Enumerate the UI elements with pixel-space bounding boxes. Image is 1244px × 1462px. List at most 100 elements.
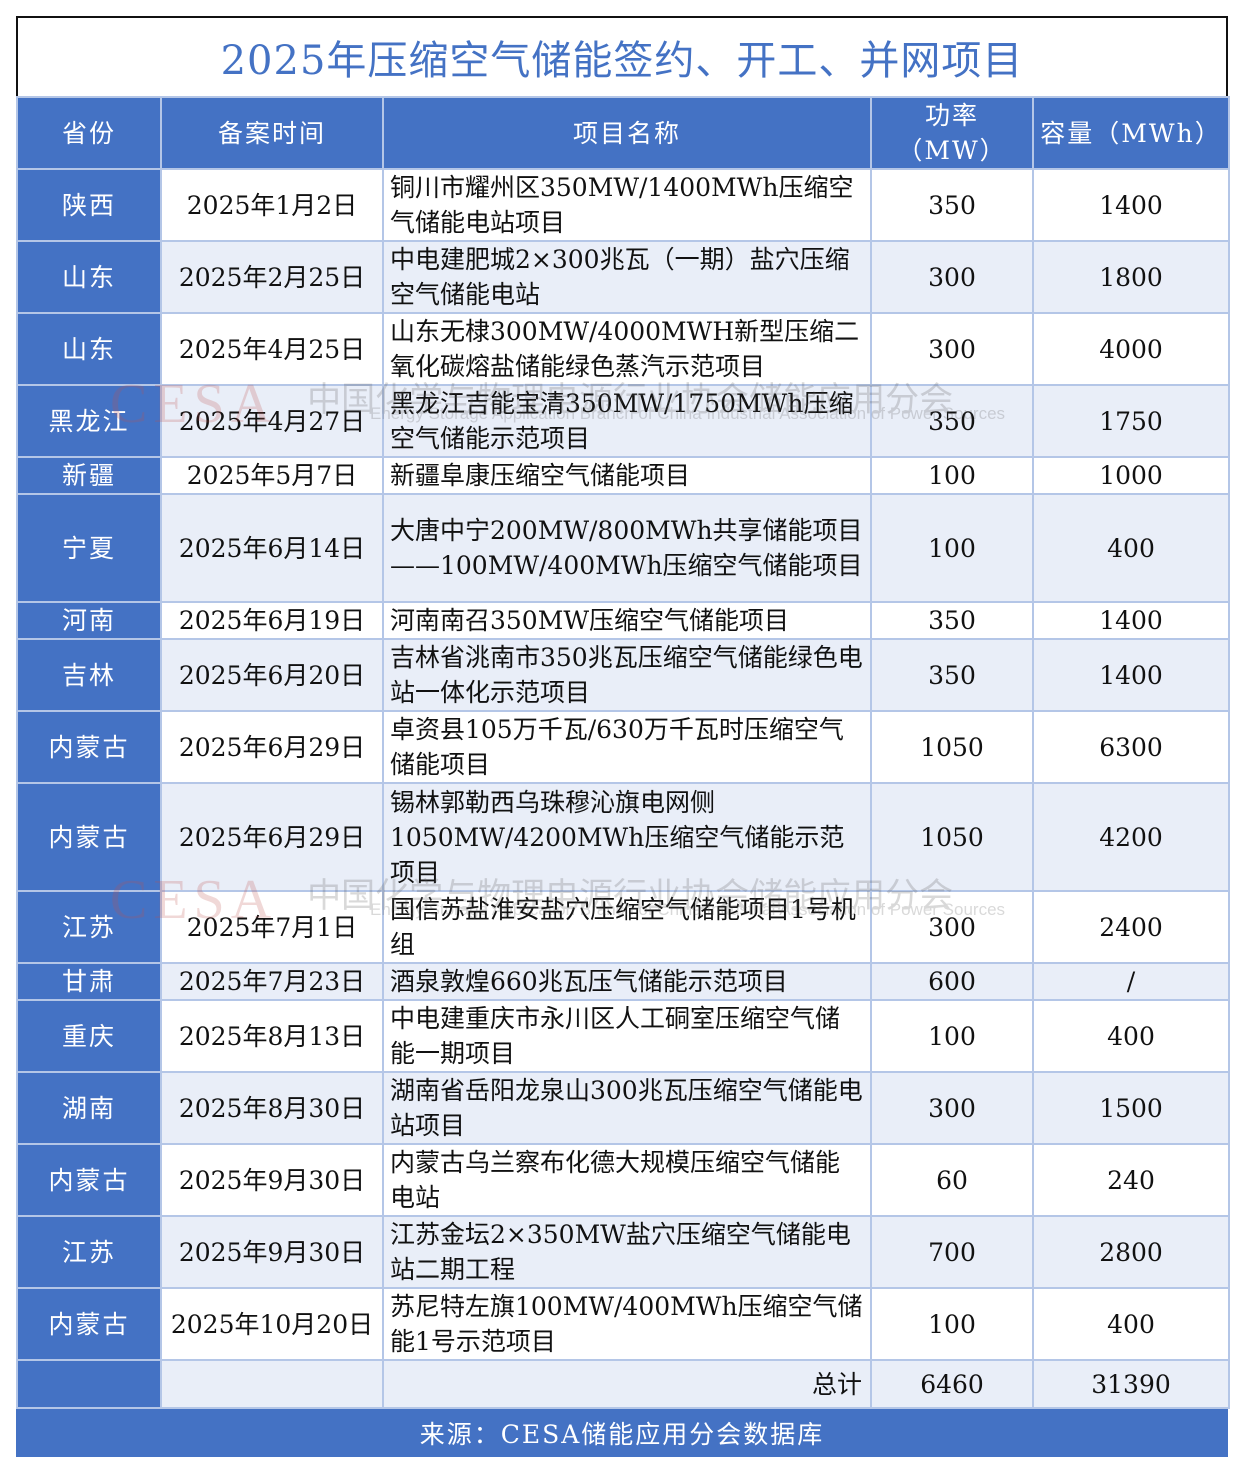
cell-capacity: 1000 xyxy=(1032,456,1230,495)
table-row: 江苏 2025年9月30日 江苏金坛2×350MW盐穴压缩空气储能电站二期工程 700… xyxy=(16,1215,1230,1289)
cell-project-name: 大唐中宁200MW/800MWh共享储能项目——100MW/400MWh压缩空气… xyxy=(382,493,872,603)
header-project-name: 项目名称 xyxy=(382,96,872,170)
cell-date: 2025年10月20日 xyxy=(160,1287,384,1361)
cell-power: 1050 xyxy=(870,710,1034,784)
cell-project-name: 吉林省洮南市350兆瓦压缩空气储能绿色电站一体化示范项目 xyxy=(382,638,872,712)
table-row: 内蒙古 2025年9月30日 内蒙古乌兰察布化德大规模压缩空气储能电站 60 240 xyxy=(16,1143,1230,1217)
cell-power: 100 xyxy=(870,999,1034,1073)
total-capacity: 31390 xyxy=(1032,1359,1230,1409)
cell-date: 2025年8月30日 xyxy=(160,1071,384,1145)
cell-capacity: 400 xyxy=(1032,1287,1230,1361)
cell-power: 300 xyxy=(870,890,1034,964)
cell-project-name: 新疆阜康压缩空气储能项目 xyxy=(382,456,872,495)
table-row: 新疆 2025年5月7日 新疆阜康压缩空气储能项目 100 1000 xyxy=(16,456,1230,495)
cell-capacity: 4200 xyxy=(1032,782,1230,892)
cell-province: 重庆 xyxy=(16,999,162,1073)
source-footer: 来源：CESA储能应用分会数据库 xyxy=(16,1409,1228,1457)
total-label: 总计 xyxy=(382,1359,872,1409)
table-row: 黑龙江 2025年4月27日 黑龙江吉能宝清350MW/1750MWh压缩空气储能示… xyxy=(16,384,1230,458)
cell-project-name: 中电建重庆市永川区人工硐室压缩空气储能一期项目 xyxy=(382,999,872,1073)
cell-power: 700 xyxy=(870,1215,1034,1289)
cell-project-name: 国信苏盐淮安盐穴压缩空气储能项目1号机组 xyxy=(382,890,872,964)
cell-date: 2025年9月30日 xyxy=(160,1215,384,1289)
table-row: 宁夏 2025年6月14日 大唐中宁200MW/800MWh共享储能项目——100M… xyxy=(16,493,1230,603)
table-row: 山东 2025年2月25日 中电建肥城2×300兆瓦（一期）盐穴压缩空气储能电站 30… xyxy=(16,240,1230,314)
cell-power: 100 xyxy=(870,456,1034,495)
cell-date: 2025年7月1日 xyxy=(160,890,384,964)
header-capacity: 容量（MWh） xyxy=(1032,96,1230,170)
cell-province: 山东 xyxy=(16,312,162,386)
cell-power: 300 xyxy=(870,312,1034,386)
cell-capacity: 240 xyxy=(1032,1143,1230,1217)
cell-project-name: 黑龙江吉能宝清350MW/1750MWh压缩空气储能示范项目 xyxy=(382,384,872,458)
cell-power: 350 xyxy=(870,638,1034,712)
cell-power: 350 xyxy=(870,168,1034,242)
cell-power: 300 xyxy=(870,240,1034,314)
cell-project-name: 铜川市耀州区350MW/1400MWh压缩空气储能电站项目 xyxy=(382,168,872,242)
cell-province: 内蒙古 xyxy=(16,782,162,892)
cell-capacity: 400 xyxy=(1032,493,1230,603)
cell-power: 100 xyxy=(870,493,1034,603)
cell-capacity: 1750 xyxy=(1032,384,1230,458)
cell-province: 河南 xyxy=(16,601,162,640)
table-row: 山东 2025年4月25日 山东无棣300MW/4000MWH新型压缩二氧化碳熔盐储… xyxy=(16,312,1230,386)
projects-table: 省份 备案时间 项目名称 功率（MW） 容量（MWh） 陕西 2025年1月2日铜… xyxy=(16,96,1230,1409)
table-row: 甘肃 2025年7月23日 酒泉敦煌660兆瓦压气储能示范项目 600/ xyxy=(16,962,1230,1001)
cell-project-name: 湖南省岳阳龙泉山300兆瓦压缩空气储能电站项目 xyxy=(382,1071,872,1145)
total-power: 6460 xyxy=(870,1359,1034,1409)
table-row: 湖南 2025年8月30日 湖南省岳阳龙泉山300兆瓦压缩空气储能电站项目 300 15… xyxy=(16,1071,1230,1145)
cell-capacity: 1400 xyxy=(1032,168,1230,242)
cell-project-name: 内蒙古乌兰察布化德大规模压缩空气储能电站 xyxy=(382,1143,872,1217)
cell-date: 2025年6月29日 xyxy=(160,782,384,892)
cell-power: 350 xyxy=(870,601,1034,640)
cell-date: 2025年4月25日 xyxy=(160,312,384,386)
cell-project-name: 中电建肥城2×300兆瓦（一期）盐穴压缩空气储能电站 xyxy=(382,240,872,314)
cell-date: 2025年5月7日 xyxy=(160,456,384,495)
cell-capacity: 1400 xyxy=(1032,638,1230,712)
cell-province: 江苏 xyxy=(16,890,162,964)
cell-province: 新疆 xyxy=(16,456,162,495)
cell-province: 湖南 xyxy=(16,1071,162,1145)
table-row: 内蒙古 2025年10月20日 苏尼特左旗100MW/400MWh压缩空气储能1号示… xyxy=(16,1287,1230,1361)
table-row: 陕西 2025年1月2日 铜川市耀州区350MW/1400MWh压缩空气储能电站项目… xyxy=(16,168,1230,242)
cell-province: 内蒙古 xyxy=(16,1143,162,1217)
cell-date: 2025年6月14日 xyxy=(160,493,384,603)
cell-project-name: 卓资县105万千瓦/630万千瓦时压缩空气储能项目 xyxy=(382,710,872,784)
cell-province: 山东 xyxy=(16,240,162,314)
cell-power: 60 xyxy=(870,1143,1034,1217)
cell-capacity: 1400 xyxy=(1032,601,1230,640)
cell-power: 350 xyxy=(870,384,1034,458)
cell-province: 内蒙古 xyxy=(16,710,162,784)
cell-date: 2025年2月25日 xyxy=(160,240,384,314)
header-row: 省份 备案时间 项目名称 功率（MW） 容量（MWh） xyxy=(16,96,1230,170)
cell-province: 吉林 xyxy=(16,638,162,712)
table-row: 内蒙古 2025年6月29日 锡林郭勒西乌珠穆沁旗电网侧1050MW/4200MWh… xyxy=(16,782,1230,892)
cell-power: 1050 xyxy=(870,782,1034,892)
cell-capacity: 2400 xyxy=(1032,890,1230,964)
cell-empty xyxy=(160,1359,384,1409)
header-province: 省份 xyxy=(16,96,162,170)
cell-date: 2025年6月29日 xyxy=(160,710,384,784)
cell-power: 300 xyxy=(870,1071,1034,1145)
cell-province: 陕西 xyxy=(16,168,162,242)
cell-date: 2025年8月13日 xyxy=(160,999,384,1073)
table-row: 吉林 2025年6月20日 吉林省洮南市350兆瓦压缩空气储能绿色电站一体化示范项目… xyxy=(16,638,1230,712)
cell-date: 2025年9月30日 xyxy=(160,1143,384,1217)
cell-project-name: 苏尼特左旗100MW/400MWh压缩空气储能1号示范项目 xyxy=(382,1287,872,1361)
cell-capacity: 1500 xyxy=(1032,1071,1230,1145)
cell-project-name: 锡林郭勒西乌珠穆沁旗电网侧1050MW/4200MWh压缩空气储能示范项目 xyxy=(382,782,872,892)
cell-power: 100 xyxy=(870,1287,1034,1361)
cell-date: 2025年4月27日 xyxy=(160,384,384,458)
table-row: 河南 2025年6月19日 河南南召350MW压缩空气储能项目 350 1400 xyxy=(16,601,1230,640)
cell-capacity: 400 xyxy=(1032,999,1230,1073)
table-container: 2025年压缩空气储能签约、开工、并网项目 省份 备案时间 项目名称 功率（MW… xyxy=(16,16,1230,1457)
cell-capacity: 1800 xyxy=(1032,240,1230,314)
total-row: 总计 6460 31390 xyxy=(16,1359,1230,1409)
cell-capacity: 2800 xyxy=(1032,1215,1230,1289)
cell-power: 600 xyxy=(870,962,1034,1001)
cell-date: 2025年7月23日 xyxy=(160,962,384,1001)
table-row: 内蒙古 2025年6月29日 卓资县105万千瓦/630万千瓦时压缩空气储能项目 10… xyxy=(16,710,1230,784)
cell-project-name: 酒泉敦煌660兆瓦压气储能示范项目 xyxy=(382,962,872,1001)
cell-project-name: 河南南召350MW压缩空气储能项目 xyxy=(382,601,872,640)
cell-province: 宁夏 xyxy=(16,493,162,603)
